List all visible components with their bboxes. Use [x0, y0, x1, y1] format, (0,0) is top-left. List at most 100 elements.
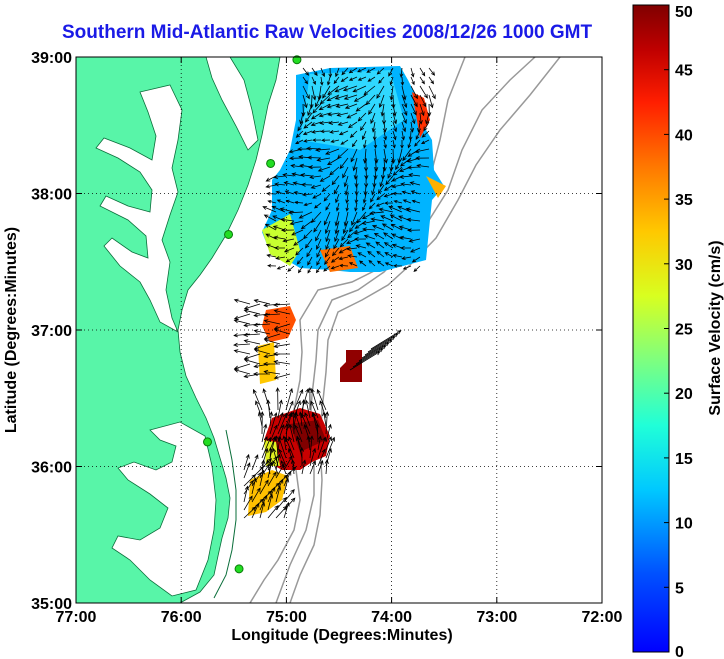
- x-tick-label: 72:00: [582, 609, 623, 626]
- velocity-arrow: [362, 193, 367, 204]
- velocity-arrow: [413, 265, 421, 273]
- velocity-arrow: [354, 193, 359, 204]
- velocity-arrow: [428, 85, 436, 100]
- velocity-field-offshore: [340, 350, 362, 382]
- velocity-arrow: [233, 342, 251, 347]
- velocity-arrow: [329, 129, 340, 134]
- velocity-arrow: [274, 245, 286, 251]
- velocity-arrow: [295, 139, 304, 144]
- velocity-arrow: [401, 130, 405, 141]
- station-marker: [203, 437, 212, 447]
- velocity-arrow: [300, 220, 313, 230]
- velocity-arrow: [251, 454, 259, 471]
- velocity-arrow: [330, 256, 340, 263]
- velocity-arrow: [399, 174, 412, 179]
- velocity-arrow: [420, 139, 430, 145]
- velocity-arrow: [320, 129, 331, 134]
- velocity-arrow: [401, 112, 407, 125]
- velocity-arrow: [363, 85, 376, 96]
- velocity-arrow: [267, 504, 279, 519]
- velocity-arrow: [401, 256, 412, 260]
- velocity-arrow: [320, 67, 325, 78]
- velocity-arrow: [378, 94, 385, 109]
- velocity-arrow: [335, 202, 340, 212]
- velocity-arrow: [361, 220, 376, 225]
- velocity-arrow: [278, 436, 287, 459]
- colorbar-ticks: 0 5 10 15 20 25 30 35 40 45 50: [664, 4, 693, 659]
- velocity-arrow: [297, 146, 313, 152]
- velocity-arrow: [333, 238, 340, 250]
- velocity-arrow: [359, 121, 367, 132]
- x-axis-label: Longitude (Degrees:Minutes): [231, 627, 452, 644]
- velocity-arrow: [343, 94, 358, 100]
- velocity-arrow: [303, 202, 313, 207]
- velocity-arrow: [352, 85, 367, 93]
- velocity-arrow: [368, 202, 376, 210]
- velocity-arrow: [316, 157, 331, 162]
- velocity-arrow: [243, 332, 261, 337]
- velocity-arrow: [392, 139, 396, 149]
- velocity-arrow: [392, 191, 403, 196]
- velocity-arrow: [365, 94, 376, 106]
- velocity-arrow: [376, 85, 385, 99]
- velocity-arrow: [357, 252, 367, 258]
- velocity-arrow: [381, 223, 394, 231]
- velocity-arrow: [291, 172, 304, 177]
- velocity-arrow: [283, 247, 295, 253]
- velocity-arrow: [346, 238, 358, 244]
- colorbar-tick-label: 35: [675, 192, 693, 209]
- velocity-arrow: [371, 184, 376, 196]
- velocity-arrow: [262, 206, 277, 213]
- velocity-arrow: [419, 94, 427, 108]
- velocity-arrow: [233, 333, 251, 338]
- velocity-arrow: [324, 220, 331, 235]
- velocity-arrow: [384, 262, 394, 267]
- velocity-arrow: [260, 411, 265, 435]
- velocity-arrow: [348, 67, 358, 74]
- x-tick-label: 77:00: [56, 609, 97, 626]
- velocity-arrow: [252, 388, 263, 411]
- velocity-arrow: [273, 235, 286, 240]
- velocity-arrow: [325, 202, 331, 211]
- velocity-arrow: [280, 217, 295, 222]
- velocity-arrow: [378, 207, 394, 213]
- velocity-arrow: [401, 94, 408, 109]
- velocity-arrow: [302, 67, 310, 76]
- velocity-arrow: [304, 238, 313, 249]
- velocity-arrow: [387, 166, 394, 179]
- velocity-arrow: [342, 166, 349, 179]
- velocity-arrow: [414, 139, 421, 147]
- velocity-arrow: [400, 182, 412, 187]
- velocity-arrow: [273, 302, 291, 307]
- velocity-arrow: [282, 173, 295, 178]
- velocity-arrow: [322, 411, 327, 427]
- velocity-arrow: [315, 94, 322, 108]
- velocity-arrow: [416, 121, 422, 133]
- colorbar-tick-label: 40: [675, 127, 693, 144]
- velocity-arrow: [319, 94, 331, 105]
- velocity-arrow: [389, 76, 394, 86]
- velocity-arrow: [312, 103, 322, 114]
- velocity-arrow: [371, 224, 385, 231]
- velocity-arrow: [243, 474, 257, 487]
- velocity-arrow: [425, 112, 430, 125]
- velocity-arrow: [263, 303, 281, 308]
- velocity-arrow: [363, 234, 376, 240]
- velocity-arrow: [324, 256, 331, 265]
- velocity-arrow: [243, 323, 261, 328]
- velocity-arrow: [410, 76, 415, 86]
- velocity-arrow: [288, 148, 304, 154]
- velocity-arrow: [339, 238, 349, 248]
- velocity-arrow: [383, 184, 394, 191]
- velocity-arrow: [376, 193, 385, 201]
- velocity-arrow: [428, 76, 435, 85]
- velocity-arrow: [354, 237, 367, 242]
- velocity-arrow: [307, 256, 313, 266]
- velocity-arrow: [342, 85, 358, 92]
- velocity-arrow: [294, 200, 304, 205]
- velocity-arrow: [285, 387, 293, 411]
- velocity-arrow: [266, 191, 277, 196]
- velocity-arrow: [402, 265, 412, 270]
- map-title: Southern Mid-Atlantic Raw Velocities 200…: [62, 22, 593, 43]
- velocity-arrow: [304, 112, 313, 123]
